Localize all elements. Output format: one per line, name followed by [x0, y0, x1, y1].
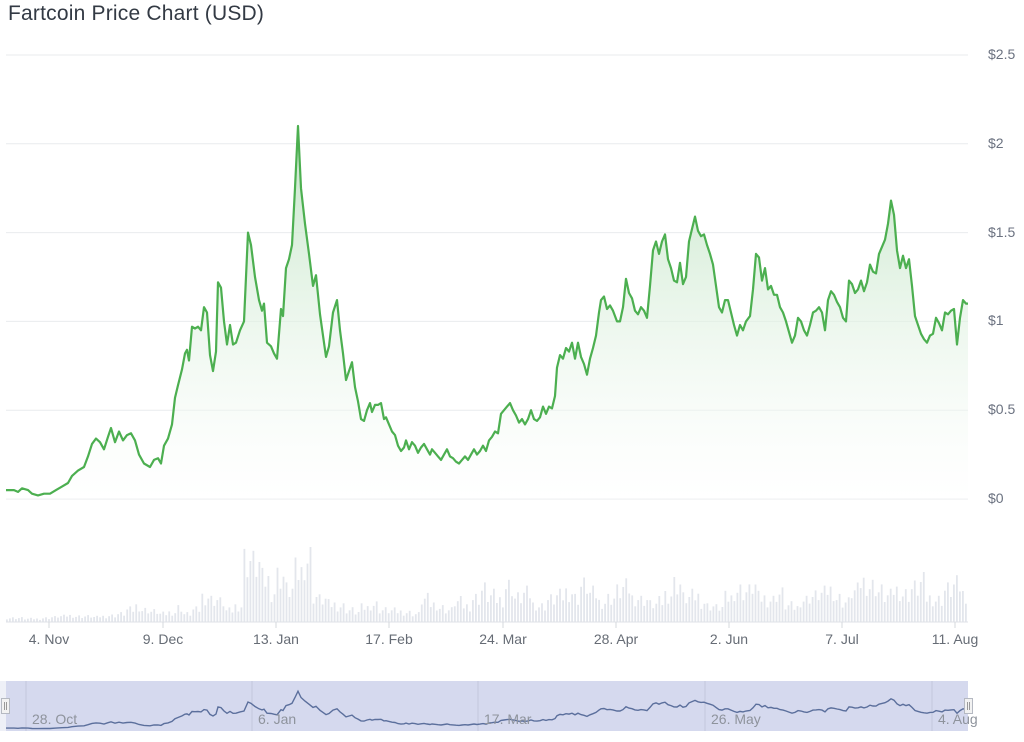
navigator-left-handle[interactable]: [1, 698, 10, 714]
navigator-tick-label: 4. Aug: [938, 711, 978, 727]
price-line: [6, 124, 968, 497]
navigator-tick-label: 26. May: [711, 711, 761, 727]
price-area: [6, 126, 968, 499]
x-tick-label: 28. Apr: [593, 631, 639, 647]
x-tick-label: 4. Nov: [28, 631, 70, 647]
y-tick-label: $2.5: [988, 46, 1016, 62]
x-tick-label: 11. Aug: [931, 631, 979, 647]
x-tick-label: 17. Feb: [365, 631, 413, 647]
y-tick-label: $0: [988, 490, 1004, 506]
chart-title: Fartcoin Price Chart (USD): [8, 2, 265, 25]
volume-bars: [6, 547, 967, 622]
x-tick-label: 24. Mar: [479, 631, 527, 647]
navigator-right-handle[interactable]: [964, 698, 973, 714]
y-tick-label: $1.5: [988, 223, 1016, 240]
x-tick-label: 7. Jul: [825, 631, 859, 647]
navigator-line: [6, 689, 968, 730]
y-tick-label: $1: [988, 312, 1004, 329]
navigator-gridlines: [25, 681, 933, 731]
x-tick-label: 9. Dec: [142, 631, 184, 647]
y-tick-label: $2: [988, 134, 1004, 151]
x-tick-label: 2. Jun: [709, 631, 749, 647]
navigator-tick-label: 28. Oct: [32, 711, 78, 727]
navigator-tick-label: 17. Mar: [484, 711, 532, 727]
navigator-tick-label: 6. Jan: [258, 711, 297, 727]
x-axis-ticks: [48, 622, 956, 628]
x-tick-label: 13. Jan: [253, 631, 299, 647]
y-tick-label: $0.5: [988, 401, 1016, 418]
